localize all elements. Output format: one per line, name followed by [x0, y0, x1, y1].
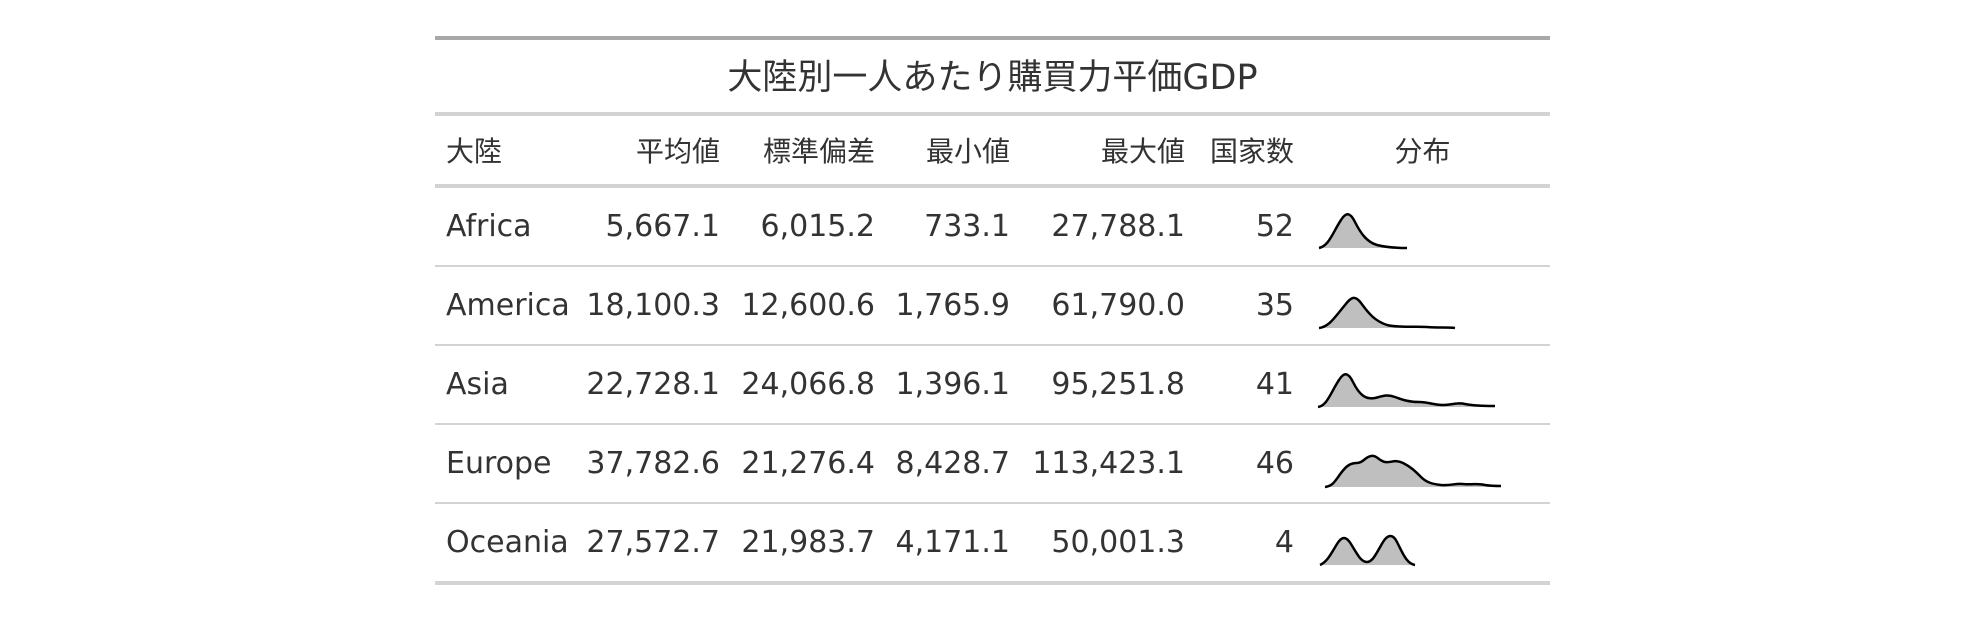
min-cell: 1,765.9	[895, 288, 1010, 323]
density-sparkline	[1318, 296, 1456, 330]
continent-cell: Oceania	[446, 525, 569, 560]
density-sparkline	[1318, 213, 1408, 250]
max-cell: 113,423.1	[1032, 446, 1185, 481]
header-max: 最大値	[1100, 135, 1185, 168]
table-bottom-rule	[435, 581, 1550, 585]
table-row: Europe 37,782.6 21,276.4 8,428.7 113,423…	[435, 425, 1550, 502]
header-divider	[435, 184, 1550, 188]
header-row: 大陸 平均値 標準偏差 最小値 最大値 国家数 分布	[435, 116, 1550, 184]
density-sparkline	[1324, 454, 1502, 489]
header-distribution: 分布	[1394, 135, 1451, 168]
max-cell: 27,788.1	[1051, 209, 1185, 244]
table-row: Africa 5,667.1 6,015.2 733.1 27,788.1 52	[435, 188, 1550, 265]
density-sparkline	[1319, 534, 1416, 567]
max-cell: 95,251.8	[1051, 367, 1185, 402]
header-min: 最小値	[925, 135, 1010, 168]
count-cell: 4	[1274, 525, 1294, 560]
min-cell: 8,428.7	[895, 446, 1010, 481]
row-divider	[435, 265, 1550, 267]
min-cell: 4,171.1	[895, 525, 1010, 560]
header-continent: 大陸	[446, 135, 503, 168]
row-divider	[435, 423, 1550, 425]
sd-cell: 21,276.4	[741, 446, 875, 481]
continent-cell: Asia	[446, 367, 509, 402]
count-cell: 35	[1255, 288, 1294, 323]
row-divider	[435, 502, 1550, 504]
mean-cell: 18,100.3	[586, 288, 720, 323]
continent-cell: Africa	[446, 209, 532, 244]
density-sparkline	[1317, 373, 1496, 409]
table-row: America 18,100.3 12,600.6 1,765.9 61,790…	[435, 267, 1550, 344]
table-top-rule	[435, 36, 1550, 40]
header-sd: 標準偏差	[762, 135, 875, 168]
sd-cell: 6,015.2	[760, 209, 875, 244]
sd-cell: 24,066.8	[741, 367, 875, 402]
mean-cell: 37,782.6	[586, 446, 720, 481]
mean-cell: 5,667.1	[605, 209, 720, 244]
min-cell: 733.1	[924, 209, 1010, 244]
count-cell: 52	[1255, 209, 1294, 244]
gdp-table: 大陸別一人あたり購買力平価GDP 大陸 平均値 標準偏差 最小値 最大値 国家数…	[435, 36, 1550, 585]
count-cell: 41	[1255, 367, 1294, 402]
min-cell: 1,396.1	[895, 367, 1010, 402]
row-divider	[435, 344, 1550, 346]
mean-cell: 22,728.1	[586, 367, 720, 402]
mean-cell: 27,572.7	[586, 525, 720, 560]
max-cell: 50,001.3	[1051, 525, 1185, 560]
continent-cell: America	[446, 288, 570, 323]
table-row: Asia 22,728.1 24,066.8 1,396.1 95,251.8 …	[435, 346, 1550, 423]
sd-cell: 12,600.6	[741, 288, 875, 323]
continent-cell: Europe	[446, 446, 552, 481]
table-row: Oceania 27,572.7 21,983.7 4,171.1 50,001…	[435, 504, 1550, 581]
title-divider	[435, 112, 1550, 116]
max-cell: 61,790.0	[1051, 288, 1185, 323]
table-title: 大陸別一人あたり購買力平価GDP	[727, 58, 1258, 98]
header-count: 国家数	[1209, 135, 1294, 168]
sd-cell: 21,983.7	[741, 525, 875, 560]
count-cell: 46	[1255, 446, 1294, 481]
header-mean: 平均値	[635, 135, 720, 168]
